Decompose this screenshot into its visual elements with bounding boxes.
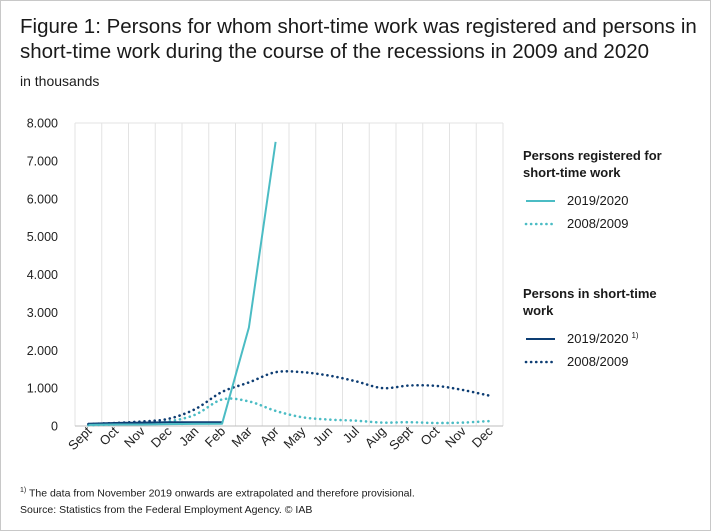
y-tick-label: 0 (51, 420, 58, 434)
y-tick-label: 5.000 (27, 230, 58, 244)
series-line-in_stw_2019_2020 (88, 421, 223, 425)
y-tick-label: 1.000 (27, 382, 58, 396)
series-line-registered_2019_2020 (88, 141, 277, 426)
y-tick-label: 6.000 (27, 192, 58, 206)
source-note: Source: Statistics from the Federal Empl… (20, 503, 313, 516)
x-tick-label: Dec (148, 423, 175, 450)
legend-label-in_stw_2019_2020: 2019/2020 1) (567, 331, 639, 346)
footnotes: 1) The data from November 2019 onwards a… (20, 483, 415, 518)
y-tick-label: 8.000 (27, 117, 58, 131)
x-tick-label: Oct (417, 423, 442, 448)
x-tick-label: Oct (96, 423, 121, 448)
x-tick-label: Nov (442, 423, 469, 450)
x-tick-label: Sept (65, 423, 95, 453)
x-tick-label: Jun (310, 424, 335, 449)
figure-subtitle: in thousands (20, 73, 100, 89)
x-tick-label: May (281, 423, 309, 451)
legend-label-registered_2019_2020: 2019/2020 (567, 193, 628, 208)
y-tick-label: 3.000 (27, 306, 58, 320)
x-tick-label: Sept (386, 423, 416, 453)
x-tick-label: Apr (257, 423, 282, 448)
y-tick-label: 4.000 (27, 268, 58, 282)
y-tick-label: 7.000 (27, 154, 58, 168)
legend-heading: Persons registered for (523, 148, 662, 163)
legend-heading: work (522, 303, 554, 318)
figure-title: Figure 1: Persons for whom short-time wo… (20, 15, 697, 63)
x-tick-label: Jul (340, 423, 362, 445)
x-tick-label: Mar (229, 423, 256, 450)
series-line-in_stw_2008_2009 (87, 369, 491, 426)
x-tick-label: Dec (469, 423, 496, 450)
legend-footnote-marker: 1) (631, 331, 638, 340)
chart-series (87, 141, 491, 427)
y-tick-label: 2.000 (27, 344, 58, 358)
x-tick-label: Nov (121, 423, 148, 450)
legend-label-in_stw_2008_2009: 2008/2009 (567, 354, 628, 369)
x-tick-label: Jan (176, 424, 201, 449)
chart-grid (74, 122, 504, 427)
x-tick-label: Aug (362, 424, 389, 451)
footnote-extrapolation: 1) The data from November 2019 onwards a… (20, 483, 415, 502)
footnote-text: The data from November 2019 onwards are … (26, 487, 415, 500)
y-axis: 8.000 7.000 6.000 5.000 4.000 3.000 2.000 1.000… (27, 117, 58, 434)
legend-heading: short-time work (523, 165, 621, 180)
x-tick-label: Feb (202, 424, 228, 450)
footnote-marker: 1) (20, 487, 27, 494)
chart-legend: Persons registered for short-time work 201… (522, 148, 662, 369)
legend-heading: Persons in short-time (523, 286, 657, 301)
legend-label-registered_2008_2009: 2008/2009 (567, 216, 628, 231)
